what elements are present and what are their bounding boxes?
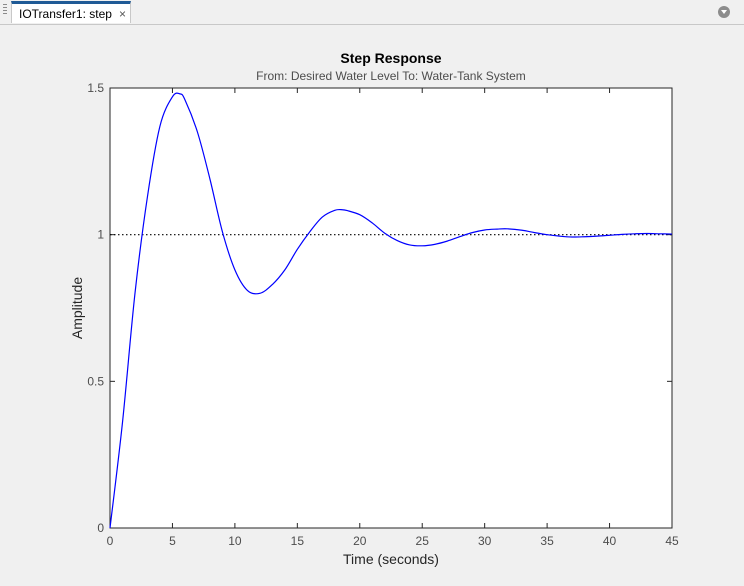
y-tick-label: 1.5 — [87, 81, 104, 95]
y-tick-label: 1 — [97, 228, 104, 242]
x-tick-label: 15 — [291, 534, 305, 548]
x-tick-label: 0 — [107, 534, 114, 548]
figure-area: Step Response From: Desired Water Level … — [0, 25, 744, 586]
series-group — [109, 92, 673, 529]
axes-background[interactable] — [109, 87, 673, 529]
x-tick-label: 25 — [416, 534, 430, 548]
y-tick-label: 0.5 — [87, 374, 104, 388]
drag-grip-icon[interactable] — [2, 4, 8, 20]
tab-bar: IOTransfer1: step × — [0, 0, 744, 25]
chevron-down-circle-icon[interactable] — [718, 6, 730, 18]
x-tick-label: 45 — [665, 534, 679, 548]
tab-iotransfer1-step[interactable]: IOTransfer1: step × — [11, 1, 131, 23]
y-tick-label: 0 — [97, 521, 104, 535]
y-axis-label: Amplitude — [69, 277, 85, 339]
tab-label: IOTransfer1: step — [19, 6, 112, 21]
x-tick-label: 5 — [169, 534, 176, 548]
chart-title: Step Response — [340, 50, 441, 66]
x-tick-label: 35 — [540, 534, 554, 548]
x-tick-label: 40 — [603, 534, 617, 548]
step-response-chart: Step Response From: Desired Water Level … — [69, 50, 679, 567]
x-tick-label: 20 — [353, 534, 367, 548]
x-axis-label: Time (seconds) — [343, 551, 439, 567]
x-tick-label: 30 — [478, 534, 492, 548]
chart-subtitle: From: Desired Water Level To: Water-Tank… — [256, 69, 526, 83]
close-icon[interactable]: × — [118, 6, 126, 21]
x-tick-label: 10 — [228, 534, 242, 548]
step-response-line[interactable] — [109, 92, 673, 529]
axis-ticks: 0 5 10 15 20 25 30 35 40 45 0 0.5 1 1.5 — [87, 81, 679, 548]
